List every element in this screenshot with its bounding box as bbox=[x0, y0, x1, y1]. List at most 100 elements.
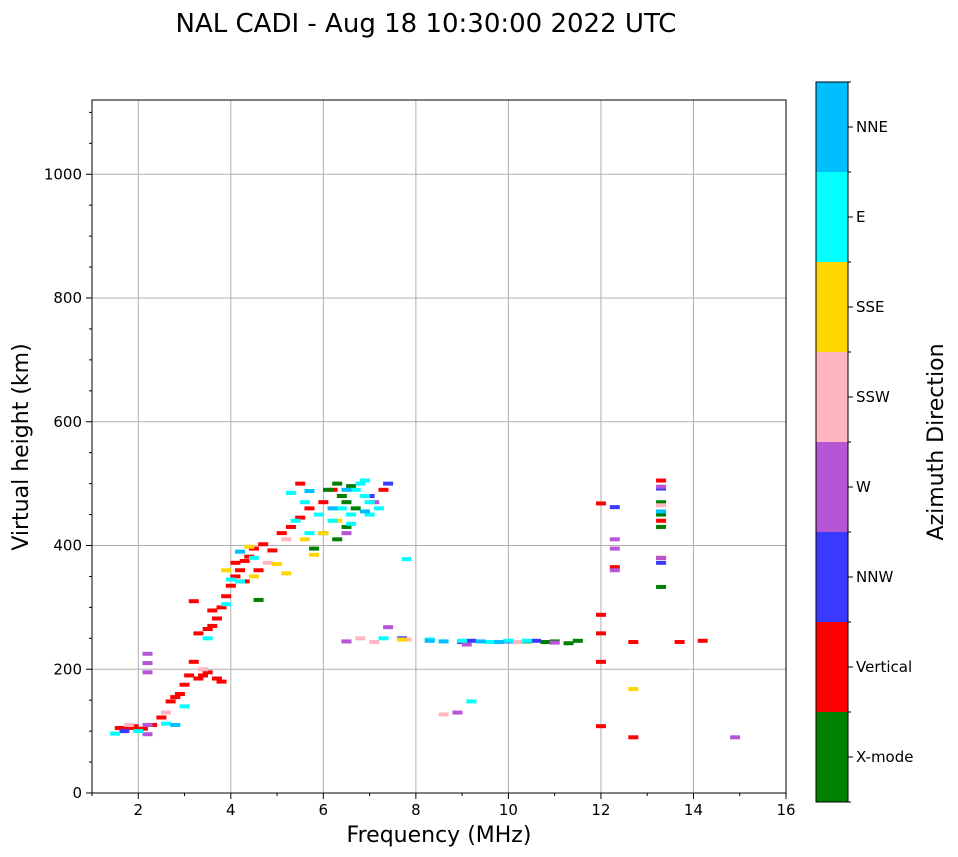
echo-point-vertical bbox=[230, 560, 241, 565]
echo-point-sse bbox=[281, 571, 292, 576]
colorbar-label: W bbox=[856, 478, 871, 496]
y-tick-label: 600 bbox=[53, 413, 82, 431]
echo-point-x-mode bbox=[341, 524, 352, 529]
echo-point-e bbox=[336, 506, 347, 511]
colorbar-frame bbox=[815, 81, 849, 803]
echo-point-vertical bbox=[193, 631, 204, 636]
echo-point-vertical bbox=[276, 531, 287, 536]
echo-point-nne bbox=[438, 639, 449, 644]
echo-point-w bbox=[609, 537, 620, 542]
echo-point-w bbox=[142, 732, 153, 737]
echo-point-x-mode bbox=[656, 524, 667, 529]
echo-point-nnw bbox=[656, 560, 667, 565]
y-tick-label: 0 bbox=[72, 784, 82, 802]
echo-point-nne bbox=[494, 640, 505, 645]
x-tick-label: 8 bbox=[411, 801, 421, 819]
echo-point-ssw bbox=[369, 640, 380, 645]
echo-point-x-mode bbox=[332, 537, 343, 542]
echo-point-sse bbox=[318, 531, 329, 536]
echo-point-vertical bbox=[318, 500, 329, 505]
echo-point-vertical bbox=[697, 638, 708, 643]
echo-point-nnw bbox=[119, 729, 130, 734]
colorbar-segment-sse bbox=[816, 262, 848, 352]
echo-point-x-mode bbox=[656, 500, 667, 505]
echo-point-e bbox=[221, 602, 232, 607]
echo-point-vertical bbox=[230, 574, 241, 579]
echo-point-x-mode bbox=[346, 484, 357, 489]
echo-point-sse bbox=[272, 562, 283, 567]
echo-point-x-mode bbox=[253, 597, 264, 602]
echo-point-e bbox=[290, 518, 301, 523]
echo-point-e bbox=[299, 500, 310, 505]
chart-title: NAL CADI - Aug 18 10:30:00 2022 UTC bbox=[176, 9, 677, 39]
echo-point-e bbox=[373, 506, 384, 511]
echo-point-w bbox=[656, 555, 667, 560]
echo-point-nne bbox=[424, 638, 435, 643]
echo-point-e bbox=[521, 638, 532, 643]
echo-point-vertical bbox=[165, 699, 176, 704]
echo-point-vertical bbox=[253, 568, 264, 573]
x-tick-label: 6 bbox=[319, 801, 329, 819]
grid-lines bbox=[92, 100, 786, 793]
echo-point-w bbox=[341, 531, 352, 536]
echo-point-vertical bbox=[595, 724, 606, 729]
echo-point-vertical bbox=[216, 679, 227, 684]
colorbar-segment-vertical bbox=[816, 622, 848, 712]
echo-point-vertical bbox=[609, 565, 620, 570]
echo-point-vertical bbox=[595, 659, 606, 664]
y-tick-label: 1000 bbox=[44, 165, 82, 183]
echo-point-w bbox=[609, 546, 620, 551]
echo-point-vertical bbox=[304, 506, 315, 511]
echo-point-w bbox=[461, 642, 472, 647]
echo-point-vertical bbox=[170, 695, 181, 700]
echo-point-vertical bbox=[114, 726, 125, 731]
echo-point-vertical bbox=[295, 515, 306, 520]
echo-point-w bbox=[609, 568, 620, 573]
echo-point-e bbox=[225, 577, 236, 582]
echo-point-x-mode bbox=[572, 638, 583, 643]
colorbar-segment-x-mode bbox=[816, 712, 848, 802]
echo-point-vertical bbox=[235, 568, 246, 573]
echo-point-nne bbox=[341, 487, 352, 492]
echo-point-x-mode bbox=[563, 641, 574, 646]
echo-point-vertical bbox=[202, 627, 213, 632]
echo-point-e bbox=[179, 704, 190, 709]
echo-point-e bbox=[313, 512, 324, 517]
echo-point-vertical bbox=[595, 631, 606, 636]
echo-point-e bbox=[503, 638, 514, 643]
echo-point-nnw bbox=[531, 638, 542, 643]
colorbar-segment-nne bbox=[816, 82, 848, 172]
colorbar-segment-ssw bbox=[816, 352, 848, 442]
echo-point-x-mode bbox=[332, 481, 343, 486]
echo-point-x-mode bbox=[309, 546, 320, 551]
echo-point-w bbox=[452, 710, 463, 715]
plot-area: 2 4 6 8 10 12 14 16 0 200 400 600 800 1000 bbox=[44, 99, 796, 819]
echo-point-e bbox=[466, 699, 477, 704]
colorbar-segment-w bbox=[816, 442, 848, 532]
echo-point-e bbox=[359, 494, 370, 498]
echo-point-vertical bbox=[628, 640, 639, 645]
y-axis-label: Virtual height (km) bbox=[9, 343, 34, 550]
colorbar-label: X-mode bbox=[856, 748, 913, 766]
echo-point-ssw bbox=[161, 710, 172, 715]
echo-point-vertical bbox=[378, 487, 389, 492]
echo-point-sse bbox=[244, 544, 255, 549]
echo-point-vertical bbox=[174, 692, 185, 696]
echo-point-vertical bbox=[156, 715, 167, 720]
y-tick-label: 400 bbox=[53, 537, 82, 555]
echo-point-x-mode bbox=[656, 584, 667, 589]
echo-point-e bbox=[304, 531, 315, 536]
echo-point-nne bbox=[359, 509, 370, 514]
echo-point-vertical bbox=[137, 726, 148, 731]
echo-point-w bbox=[142, 661, 153, 666]
echo-point-e bbox=[346, 521, 357, 526]
echo-point-sse bbox=[299, 537, 310, 542]
echo-point-x-mode bbox=[656, 512, 667, 517]
echo-point-nne bbox=[235, 549, 246, 554]
echo-point-e bbox=[248, 555, 259, 560]
echo-point-sse bbox=[221, 568, 232, 573]
echo-point-e bbox=[364, 512, 375, 517]
colorbar-segment-e bbox=[816, 172, 848, 262]
echo-point-w bbox=[549, 640, 560, 645]
echo-point-e bbox=[484, 640, 495, 645]
